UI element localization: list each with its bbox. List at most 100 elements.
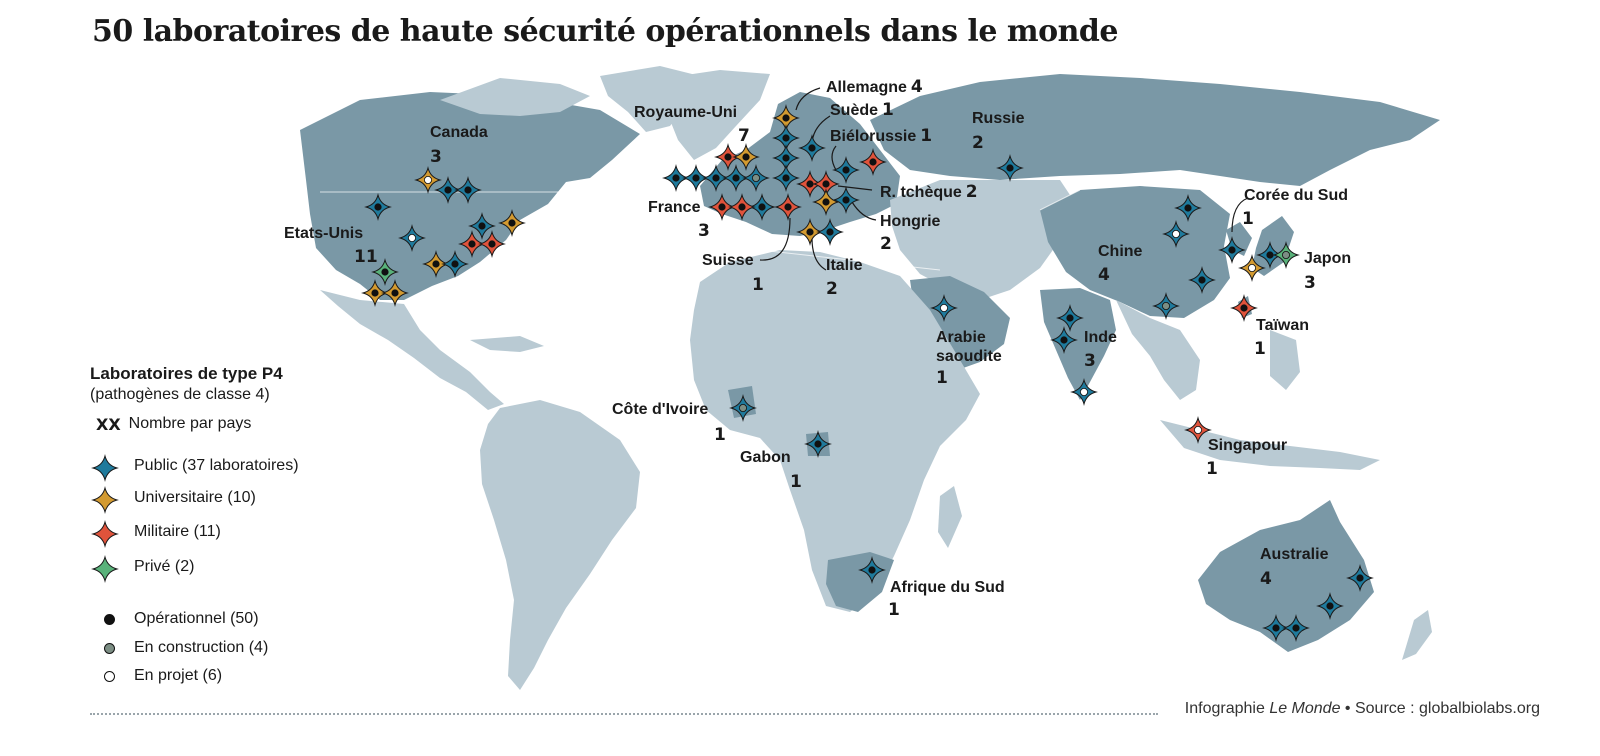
country-count-suisse: 1 [752, 275, 764, 295]
legend-status-label: En projet (6) [134, 667, 223, 684]
south-africa-land [826, 552, 894, 612]
caribbean-land [470, 336, 544, 352]
militaire-marker-icon [90, 519, 120, 548]
greenland-land [652, 70, 770, 160]
legend: Laboratoires de type P4 (pathogènes de c… [90, 364, 390, 690]
public-lab-marker [1188, 266, 1216, 294]
russia-land [870, 74, 1440, 186]
public-marker-icon [90, 453, 120, 482]
country-label-taiwan: Taïwan [1256, 317, 1309, 334]
country-count-taiwan: 1 [1254, 339, 1266, 359]
country-label-japon: Japon [1304, 250, 1351, 267]
footer-credit-prefix: Infographie [1184, 700, 1270, 717]
public-lab-marker [1174, 194, 1202, 222]
public-lab-marker [722, 164, 750, 192]
land-layer [300, 66, 1440, 690]
marker-layer [361, 104, 1374, 642]
country-count-inde: 3 [1084, 351, 1096, 371]
operationnel-dot-icon [90, 607, 120, 631]
china-land [1040, 186, 1230, 318]
legend-count-label: Nombre par pays [128, 415, 252, 432]
arctic-islands-land [440, 66, 700, 132]
country-count-singapour: 1 [1206, 459, 1218, 479]
public-lab-marker [729, 394, 757, 422]
country-label-coree-du-sud: Corée du Sud [1244, 187, 1348, 204]
universitaire-marker-icon [90, 485, 120, 514]
country-label-australie: Australie [1260, 546, 1329, 563]
legend-type-universitaire: Universitaire (10) [90, 481, 390, 514]
country-count-bielorussie: 1 [920, 126, 932, 146]
africa-land [690, 250, 980, 612]
public-lab-marker [832, 156, 860, 184]
central-america-land [320, 290, 504, 410]
southeast-asia-land [1116, 300, 1200, 400]
legend-count-row: XX Nombre par pays [90, 412, 390, 436]
country-label-bielorussie: Biélorussie 1 [830, 126, 932, 146]
universitaire-lab-marker [796, 218, 824, 246]
public-lab-marker [930, 294, 958, 322]
country-count-r-tcheque: 2 [966, 182, 978, 202]
country-label-r-tcheque: R. tchèque 2 [880, 182, 978, 202]
public-lab-marker [468, 212, 496, 240]
en-construction-dot-icon [90, 636, 120, 660]
country-label-etats-unis: Etats-Unis [284, 225, 363, 242]
country-count-chine: 4 [1098, 265, 1110, 285]
country-count-suede: 1 [882, 100, 894, 120]
country-label-chine: Chine [1098, 243, 1143, 260]
footer-dotted-line [90, 713, 1158, 715]
country-label-royaume-uni: Royaume-Uni [634, 104, 737, 121]
en-projet-dot-icon [90, 664, 120, 688]
militaire-lab-marker [458, 230, 486, 258]
legend-type-label: Universitaire (10) [134, 488, 256, 506]
country-label-canada: Canada [430, 124, 488, 141]
country-count-royaume-uni: 7 [738, 126, 750, 146]
public-lab-marker [682, 164, 710, 192]
public-lab-marker [1070, 378, 1098, 406]
madagascar-land [938, 486, 962, 548]
australia-land [1198, 500, 1374, 652]
public-lab-marker [434, 176, 462, 204]
country-label-france: France [648, 199, 701, 216]
public-lab-marker [1282, 614, 1310, 642]
public-lab-marker [662, 164, 690, 192]
public-lab-marker [1218, 236, 1246, 264]
public-lab-marker [996, 154, 1024, 182]
country-count-arabie-saoudite: 1 [936, 368, 948, 388]
footer-source-text: Source : globalbiolabs.org [1354, 700, 1540, 717]
footer-separator: • [1340, 700, 1355, 717]
legend-type-prive: Privé (2) [90, 549, 390, 584]
page-title: 50 laboratoires de haute sécurité opérat… [92, 14, 1119, 49]
prive-marker-icon [90, 554, 120, 583]
country-label-arabie-saoudite: Arabie saoudite [936, 329, 1002, 365]
public-lab-marker [1152, 292, 1180, 320]
country-label-suede: Suède 1 [830, 100, 894, 120]
country-label-allemagne: Allemagne 4 [826, 77, 923, 97]
legend-status-operationnel: Opérationnel (50) [90, 604, 390, 634]
public-lab-marker [1162, 220, 1190, 248]
public-lab-marker [454, 176, 482, 204]
militaire-lab-marker [796, 170, 824, 198]
legend-type-militaire: Militaire (11) [90, 514, 390, 549]
country-labels: Canada3Etats-Unis11Royaume-Uni7Allemagne… [284, 77, 1351, 620]
new-zealand-land [1402, 610, 1432, 660]
japan-korea-land [1226, 216, 1294, 276]
country-count-etats-unis: 11 [354, 247, 378, 267]
legend-type-public: Public (37 laboratoires) [90, 450, 390, 482]
universitaire-lab-marker [498, 209, 526, 237]
country-count-australie: 4 [1260, 569, 1272, 589]
militaire-lab-marker [728, 193, 756, 221]
universitaire-lab-marker [381, 279, 409, 307]
public-lab-marker [1346, 564, 1374, 592]
footer-source: Infographie Le Monde • Source : globalbi… [1185, 700, 1540, 718]
country-label-suisse: Suisse [702, 252, 754, 269]
country-count-japon: 3 [1304, 273, 1316, 293]
legend-subtitle: (pathogènes de classe 4) [90, 386, 270, 403]
militaire-lab-marker [708, 193, 736, 221]
public-lab-marker [441, 250, 469, 278]
country-count-russie: 2 [972, 133, 984, 153]
country-count-cote-d-ivoire: 1 [714, 425, 726, 445]
country-label-cote-d-ivoire: Côte d'Ivoire [612, 401, 708, 418]
legend-title: Laboratoires de type P4 [90, 364, 283, 383]
country-count-gabon: 1 [790, 472, 802, 492]
